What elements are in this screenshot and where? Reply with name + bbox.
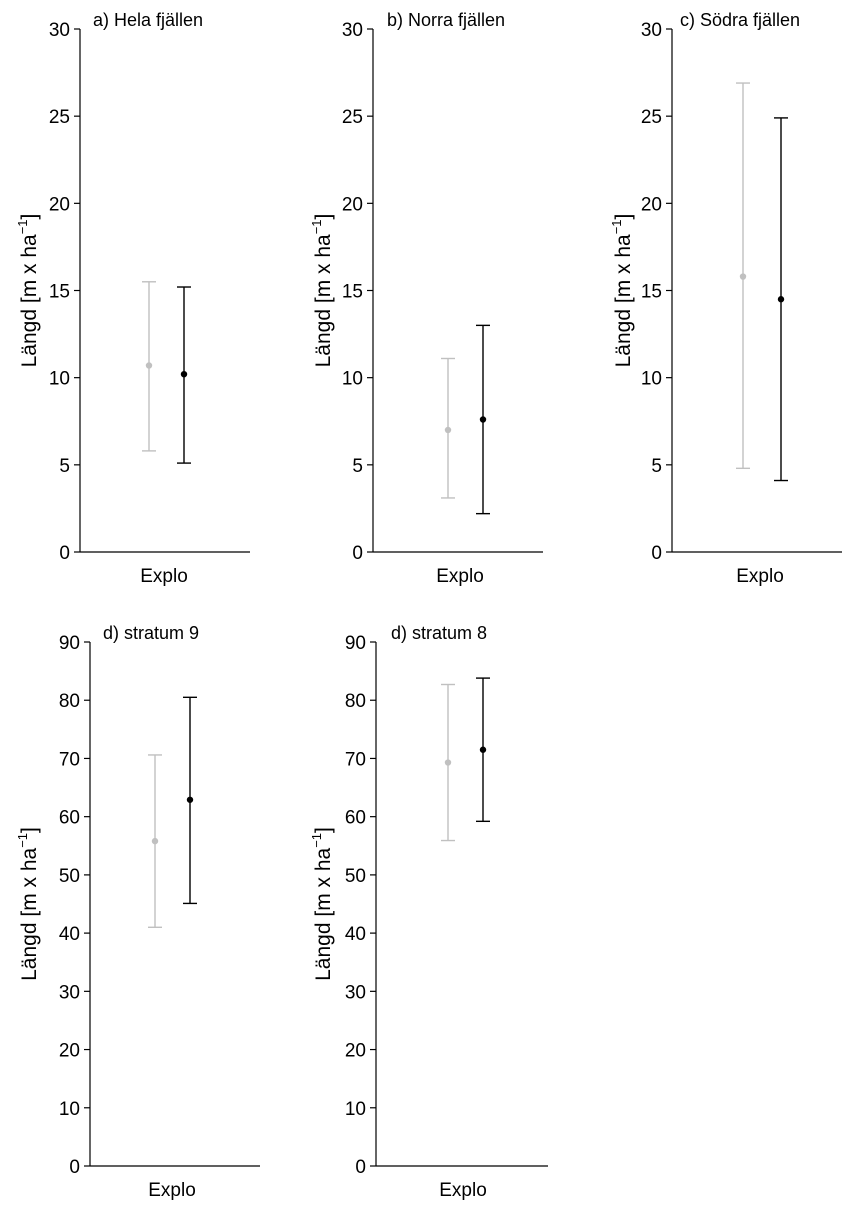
y-tick-label: 25	[641, 107, 662, 128]
y-tick-label: 90	[59, 633, 80, 654]
y-tick-label: 20	[59, 1041, 80, 1062]
series-2	[183, 696, 197, 905]
y-tick-label: 40	[59, 924, 80, 945]
series-1	[441, 683, 455, 842]
y-axis-label-end: ]	[612, 214, 635, 220]
x-category-label: Explo	[140, 566, 188, 587]
y-tick-label: 0	[355, 1157, 366, 1178]
y-tick-label: 20	[345, 1041, 366, 1062]
y-tick-label: 15	[641, 282, 662, 303]
y-axis-label: Längd [m x ha−1]	[15, 214, 41, 368]
panel-1: 0 5 10 15 20 25 30 Explo a) Hela fjällen Längd [m…	[15, 10, 250, 587]
y-tick-label: 15	[342, 282, 363, 303]
y-tick-label: 10	[345, 1099, 366, 1120]
y-axis-label-main: Längd [m x ha	[312, 847, 335, 980]
y-tick-label: 0	[59, 543, 70, 564]
y-tick-label: 70	[59, 749, 80, 770]
y-axis-label-end: ]	[18, 827, 41, 833]
y-tick-label: 40	[345, 924, 366, 945]
x-category-label: Explo	[436, 566, 484, 587]
y-tick-label: 0	[69, 1157, 80, 1178]
mean-point	[479, 746, 487, 753]
y-tick-label: 60	[345, 808, 366, 829]
y-axis-label: Längd [m x ha−1]	[309, 827, 335, 981]
y-axis-label-main: Längd [m x ha	[18, 234, 41, 367]
y-axis-label-main: Längd [m x ha	[612, 234, 635, 367]
mean-point	[186, 796, 194, 803]
panel-3: 0 5 10 15 20 25 30 Explo c) Södra fjällen Längd […	[609, 10, 842, 587]
y-tick-label: 20	[641, 194, 662, 215]
series-1	[736, 82, 750, 470]
series-2	[177, 286, 191, 464]
y-tick-label: 0	[352, 543, 363, 564]
y-tick-label: 70	[345, 749, 366, 770]
y-tick-label: 80	[345, 691, 366, 712]
y-tick-label: 5	[59, 456, 70, 477]
y-tick-label: 80	[59, 691, 80, 712]
y-tick-label: 10	[59, 1099, 80, 1120]
y-axis-label-sup: −1	[15, 219, 30, 234]
y-tick-label: 50	[345, 866, 366, 887]
panel-title: c) Södra fjällen	[680, 10, 800, 30]
y-tick-label: 30	[59, 982, 80, 1003]
y-axis-label-sup: −1	[609, 219, 624, 234]
x-category-label: Explo	[148, 1180, 196, 1201]
y-axis-label-sup: −1	[309, 833, 324, 848]
mean-point	[444, 426, 452, 434]
panel-2: 0 5 10 15 20 25 30 Explo b) Norra fjällen Längd […	[309, 10, 543, 587]
x-category-label: Explo	[439, 1180, 487, 1201]
y-axis-label-end: ]	[312, 827, 335, 833]
panel-title: d) stratum 9	[103, 623, 199, 643]
y-axis-label-sup: −1	[309, 219, 324, 234]
y-axis-label: Längd [m x ha−1]	[309, 214, 335, 368]
y-tick-label: 30	[345, 982, 366, 1003]
y-axis-label-sup: −1	[15, 833, 30, 848]
mean-point	[444, 759, 452, 766]
y-axis-label: Längd [m x ha−1]	[15, 827, 41, 981]
series-1	[142, 281, 156, 452]
y-tick-label: 25	[342, 107, 363, 128]
y-tick-label: 0	[651, 543, 662, 564]
y-axis-label-end: ]	[312, 214, 335, 220]
y-tick-label: 10	[49, 369, 70, 390]
mean-point	[739, 273, 747, 280]
y-axis-label-main: Längd [m x ha	[312, 234, 335, 367]
y-axis-label-end: ]	[18, 214, 41, 220]
y-tick-label: 5	[352, 456, 363, 477]
y-axis-label-main: Längd [m x ha	[18, 847, 41, 980]
mean-point	[479, 416, 487, 423]
mean-point	[145, 362, 153, 369]
y-tick-label: 30	[641, 20, 662, 41]
y-tick-label: 30	[49, 20, 70, 41]
y-tick-label: 20	[49, 194, 70, 215]
mean-point	[151, 837, 159, 845]
y-tick-label: 10	[641, 369, 662, 390]
y-tick-label: 90	[345, 633, 366, 654]
panel-title: d) stratum 8	[391, 623, 487, 643]
y-tick-label: 30	[342, 20, 363, 41]
y-tick-label: 10	[342, 369, 363, 390]
y-tick-label: 5	[651, 456, 662, 477]
y-tick-label: 60	[59, 808, 80, 829]
x-category-label: Explo	[736, 566, 784, 587]
y-tick-label: 15	[49, 282, 70, 303]
mean-point	[777, 296, 785, 303]
series-2	[476, 324, 490, 515]
y-tick-label: 20	[342, 194, 363, 215]
series-2	[476, 677, 490, 823]
panel-title: b) Norra fjällen	[387, 10, 505, 30]
y-axis-label: Längd [m x ha−1]	[609, 214, 635, 368]
series-1	[148, 754, 162, 928]
panel-5: 0 10 20 30 40 50 60 70 80 90 Explo d) stratum 8 Läng…	[309, 623, 548, 1201]
y-tick-label: 50	[59, 866, 80, 887]
series-1	[441, 357, 455, 499]
panel-title: a) Hela fjällen	[93, 10, 203, 30]
series-2	[774, 117, 788, 482]
panel-4: 0 10 20 30 40 50 60 70 80 90 Explo d) stratum 9 Läng…	[15, 623, 260, 1201]
y-tick-label: 25	[49, 107, 70, 128]
mean-point	[180, 370, 188, 378]
